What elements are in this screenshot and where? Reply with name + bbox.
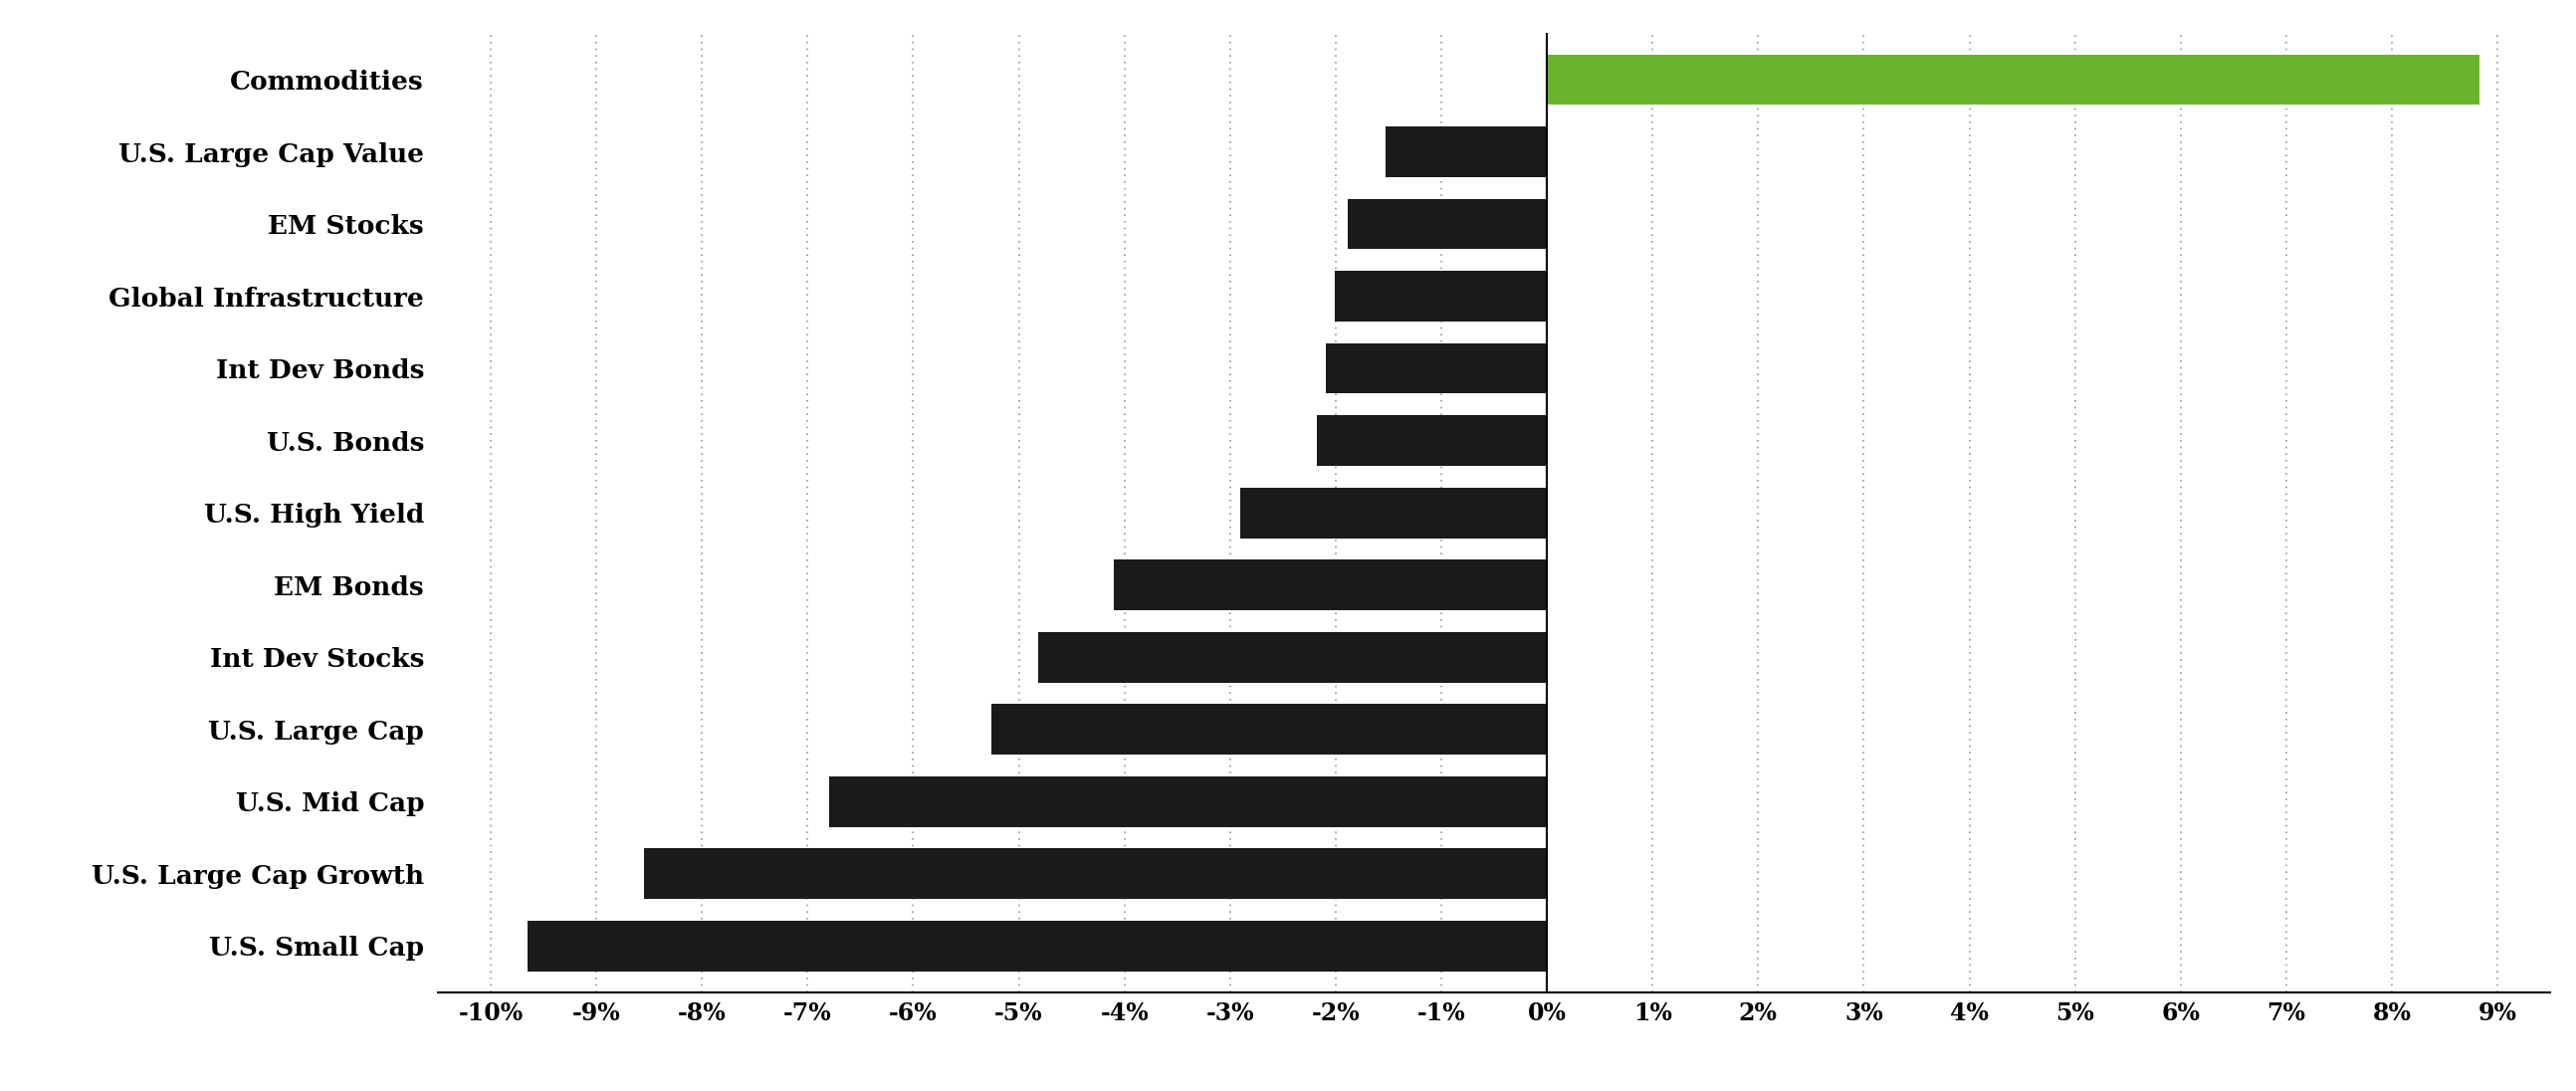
Bar [1038,632,1546,682]
Bar [1113,560,1546,610]
Bar [1347,199,1546,249]
Bar [1327,344,1546,394]
Bar [992,704,1546,755]
Bar [1316,416,1546,466]
Bar [1546,55,2481,105]
Bar [829,777,1546,827]
Bar [528,921,1546,971]
Bar [1386,127,1546,177]
Bar [1242,488,1546,538]
Bar [644,849,1546,899]
Bar [1334,271,1546,322]
